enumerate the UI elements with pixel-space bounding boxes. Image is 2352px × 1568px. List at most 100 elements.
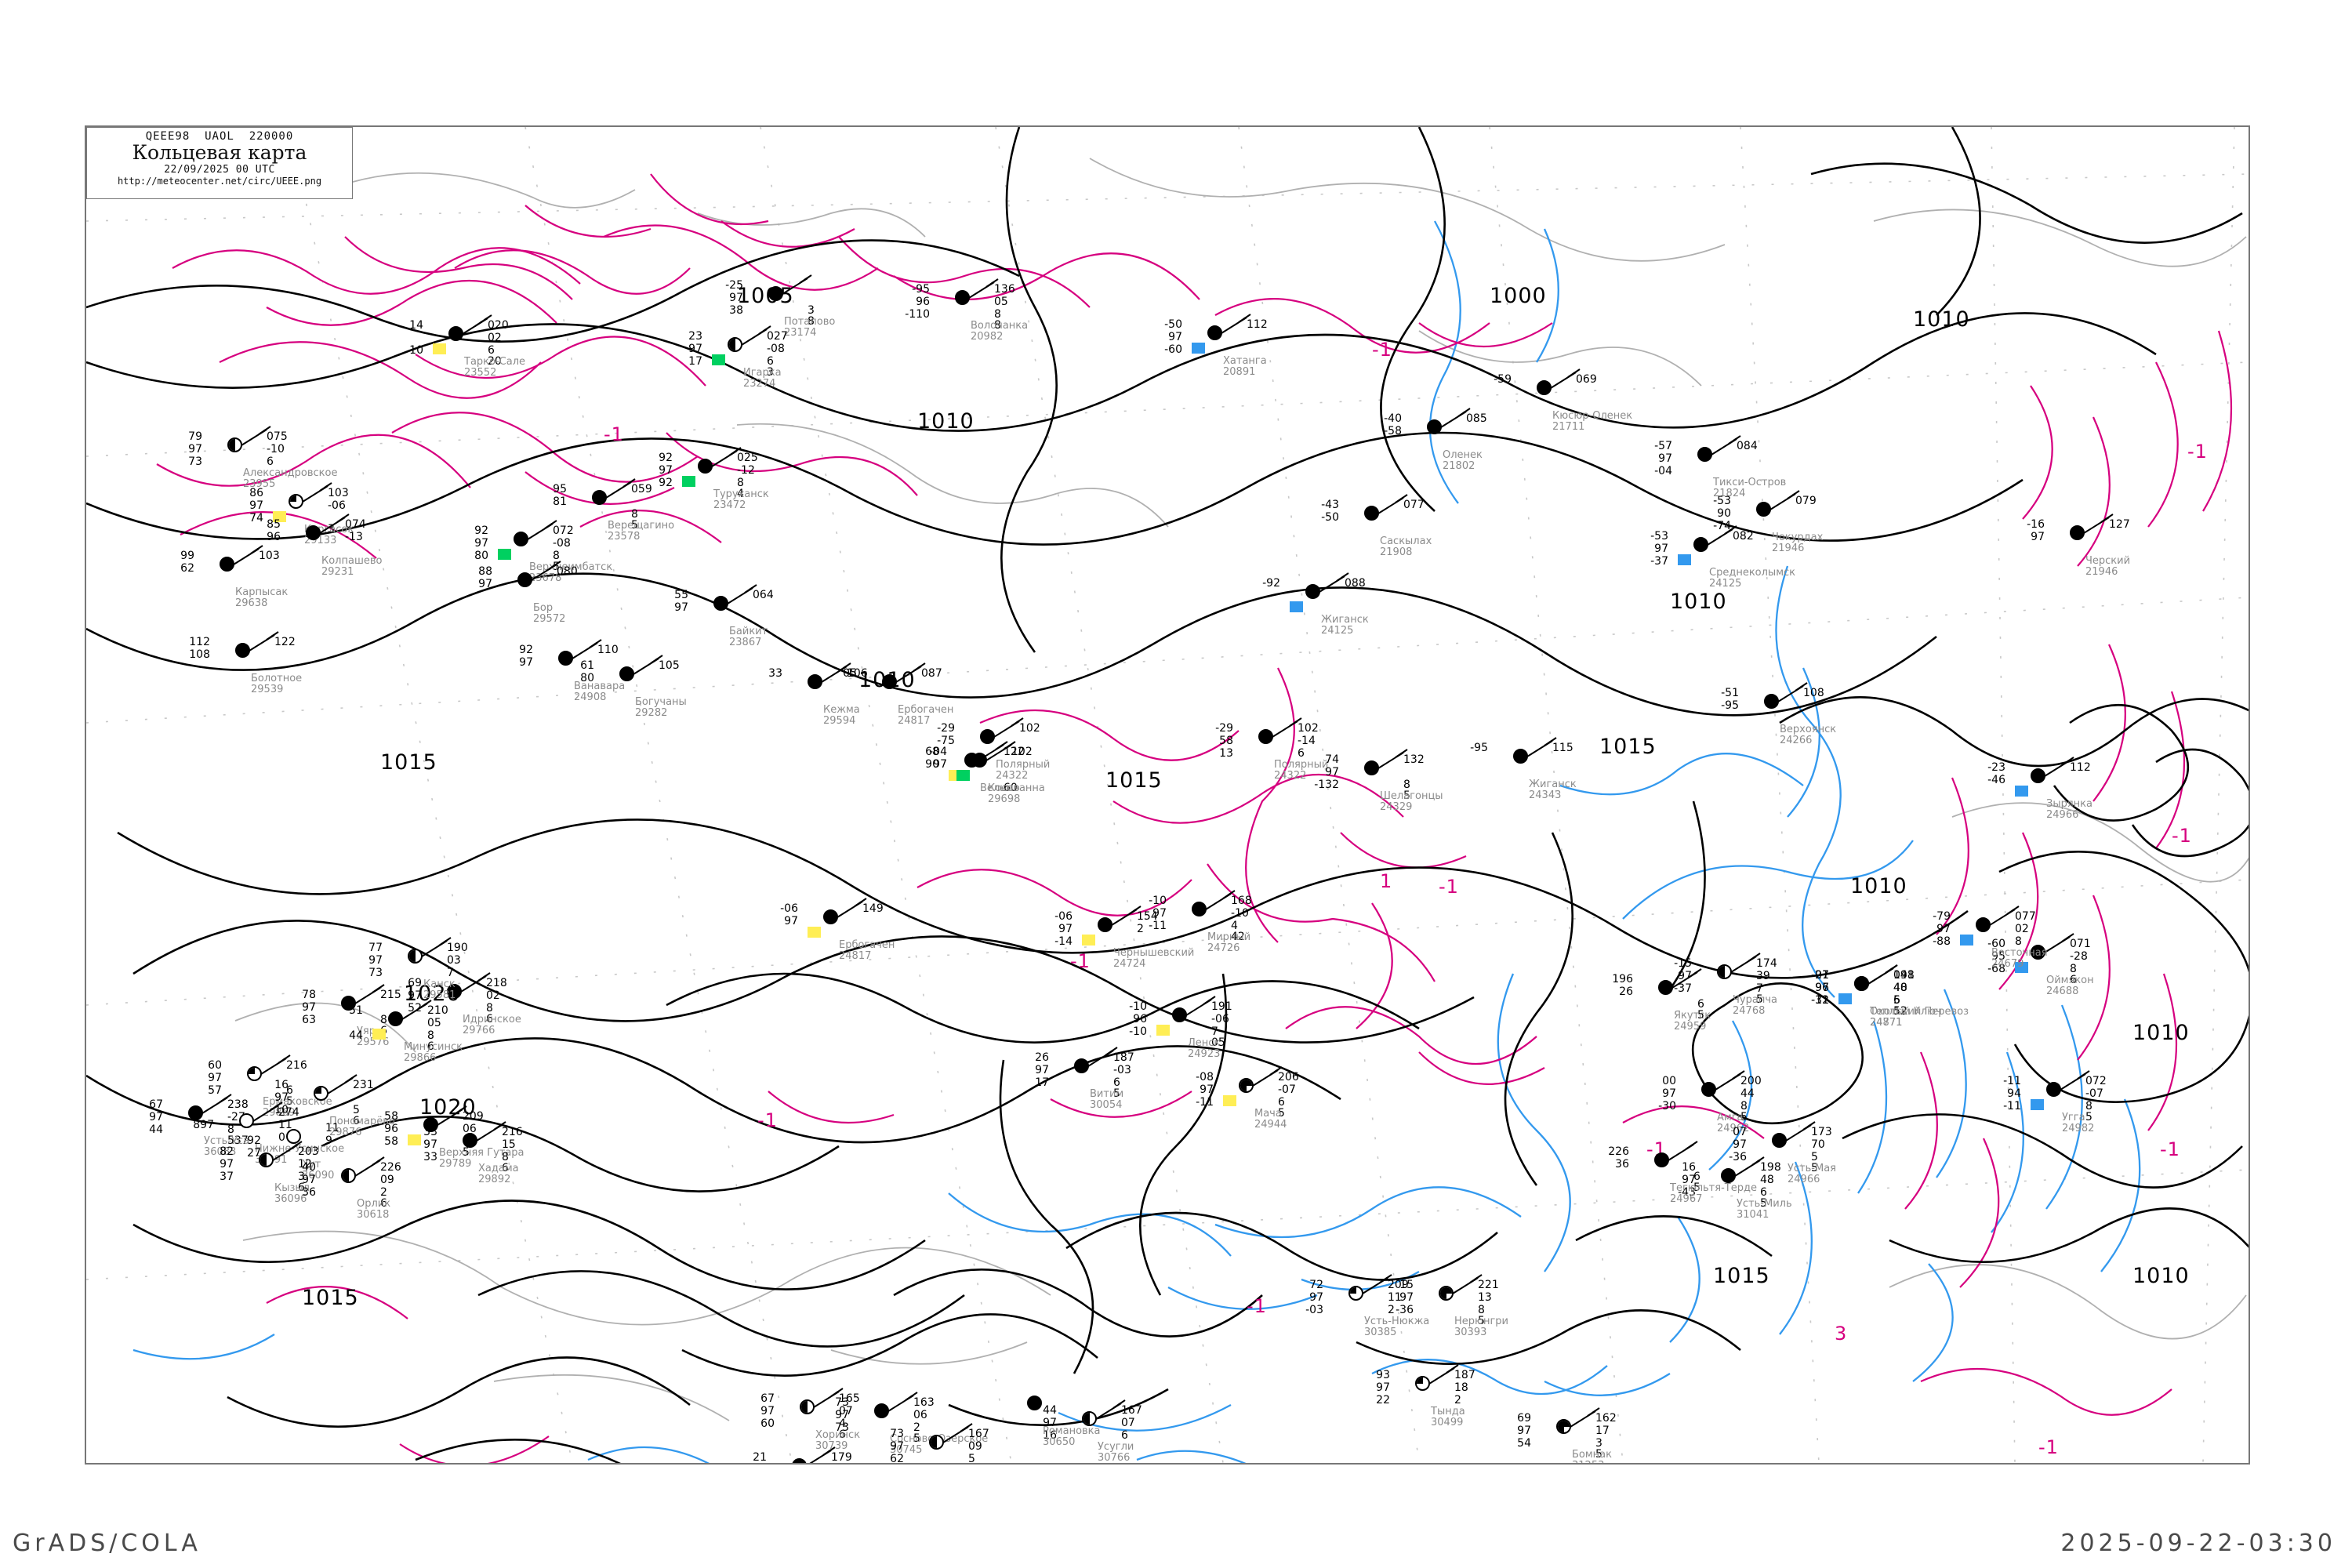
station-pressure-tendency: -10	[1231, 907, 1249, 920]
station-cloud-low: 6	[1893, 994, 1900, 1007]
station-cloud-high: 6	[380, 1197, 387, 1210]
map-frame[interactable]: 1005100010101010101010101015101510151020…	[85, 125, 2250, 1465]
station-pressure: 11	[325, 1122, 339, 1134]
station-cloud-low: 6	[1298, 747, 1305, 760]
wind-barb-icon	[476, 1121, 506, 1142]
station-cloud-high: 3	[328, 523, 335, 535]
station-pressure: 168	[1231, 895, 1252, 907]
station-temperature: -29	[1215, 722, 1233, 735]
station-pressure-tendency: 48	[1760, 1174, 1774, 1186]
wind-barb-icon	[837, 898, 867, 918]
station-dewpoint: 60	[760, 1417, 775, 1430]
station-wmo-number: 31253	[1572, 1460, 1604, 1463]
station-cloud-high: 5	[913, 1432, 920, 1445]
station-wmo-number: 24771	[1870, 1017, 1903, 1029]
station-pressure: 122	[1004, 746, 1025, 758]
station-pressure-tendency: 07	[1121, 1417, 1135, 1429]
station-wmo-number: 23867	[729, 637, 762, 648]
cloud-fill	[260, 1154, 267, 1166]
station-name: Полярный	[996, 759, 1051, 771]
wind-barb-icon	[233, 545, 263, 565]
station-humidity: 97	[1058, 923, 1073, 935]
station-wmo-number: 24322	[1274, 770, 1307, 782]
station-name: Тегюльтя-Терде	[1670, 1182, 1757, 1194]
station-name: Витим	[1090, 1088, 1124, 1100]
wind-barb-icon	[201, 1094, 232, 1114]
station-pressure-tendency: 44	[1740, 1087, 1755, 1100]
isallobar-label: -1	[604, 423, 624, 445]
station-wmo-number: 23274	[743, 378, 776, 390]
station-temperature: 77	[368, 942, 383, 954]
station-temperature: 55	[674, 589, 688, 601]
station-phenomenon-chip	[2015, 786, 2028, 797]
station-pressure-tendency: 39	[1756, 970, 1770, 982]
station-humidity: 97	[1517, 1425, 1531, 1437]
station-pressure: 274	[278, 1106, 299, 1119]
wind-barb-icon	[421, 937, 452, 957]
station-temperature: 69	[408, 977, 422, 989]
station-temperature: -50	[1164, 318, 1182, 331]
wind-barb-icon	[1362, 1274, 1392, 1294]
station-pressure: 105	[659, 659, 680, 672]
isallobar-label: -1	[2187, 441, 2208, 463]
station-wmo-number: 23552	[464, 367, 497, 379]
station-humidity: 94	[2007, 1087, 2021, 1100]
isobar-label: 1010	[1670, 590, 1727, 614]
station-cloud-high: 20	[488, 355, 502, 368]
wind-barb-icon	[460, 972, 491, 993]
station-dewpoint: -37	[1650, 555, 1668, 568]
station-humidity: 92	[247, 1134, 261, 1147]
station-name: Усугли	[1098, 1441, 1134, 1453]
station-name: Уяр	[357, 1025, 376, 1037]
wind-barb-icon	[354, 984, 385, 1004]
station-wmo-number: 24266	[1780, 735, 1813, 746]
station-wmo-number: 20982	[971, 331, 1004, 343]
station-name: Среднеколымск	[1709, 567, 1795, 579]
isobar-label: 1010	[1850, 874, 1907, 898]
station-name: Оленек	[1443, 449, 1483, 461]
station-phenomenon-chip	[1678, 554, 1691, 565]
station-humidity: 97	[1152, 907, 1167, 920]
station-humidity: 97	[208, 1072, 222, 1084]
station-pressure: 209	[463, 1110, 484, 1123]
station-name: Тарко-Сале	[464, 356, 526, 368]
station-temperature: 05	[843, 667, 857, 680]
station-wmo-number: 24923	[1188, 1048, 1221, 1060]
station-pressure: 216	[502, 1126, 523, 1138]
rivers-cyan	[132, 220, 2141, 1463]
station-pressure: 203	[298, 1145, 319, 1158]
station-cloud-high: 6	[839, 1428, 846, 1441]
title-source-url: http://meteocenter.net/circ/UEEE.png	[117, 176, 322, 187]
station-dewpoint: 27	[247, 1147, 261, 1160]
station-pressure: 059	[631, 483, 652, 495]
station-wmo-number: 29789	[439, 1158, 472, 1170]
station-cloud-low: 8	[737, 477, 744, 489]
station-name: Колпашево	[321, 555, 383, 567]
station-cloud-high: 5	[1478, 1315, 1485, 1327]
isallobars-magenta	[156, 173, 2233, 1463]
station-name: Романовка	[1043, 1425, 1101, 1437]
station-cloud-low: 2	[913, 1421, 920, 1434]
station-cloud-high: 5	[1756, 993, 1763, 1006]
station-temperature: 58	[384, 1110, 398, 1123]
isobar-label: 1000	[1490, 284, 1547, 308]
station-temperature: -40	[1384, 412, 1402, 425]
wind-barb-icon	[272, 1141, 303, 1161]
station-humidity: 97	[423, 1138, 437, 1151]
isallobar-label: -1	[2172, 825, 2192, 847]
station-pressure: 025	[737, 452, 758, 464]
station-wmo-number: 24967	[1670, 1193, 1703, 1205]
station-wmo-number: 30745	[890, 1444, 923, 1456]
station-temperature: 00	[1662, 1075, 1676, 1087]
station-temperature: 23	[688, 330, 702, 343]
station-dewpoint: 73	[368, 967, 383, 979]
station-name: Волочанка	[971, 320, 1029, 332]
station-dewpoint: 37	[220, 1171, 234, 1183]
wind-barb-icon	[302, 482, 332, 503]
station-pressure: 127	[2109, 518, 2130, 531]
station-name: Кюсюр-Оленек	[1552, 410, 1633, 422]
station-cloud-high: 5	[1595, 1448, 1602, 1461]
station-cloud-high: 4	[737, 488, 744, 500]
station-temperature: 78	[302, 989, 316, 1001]
station-pressure: 179	[831, 1451, 852, 1464]
